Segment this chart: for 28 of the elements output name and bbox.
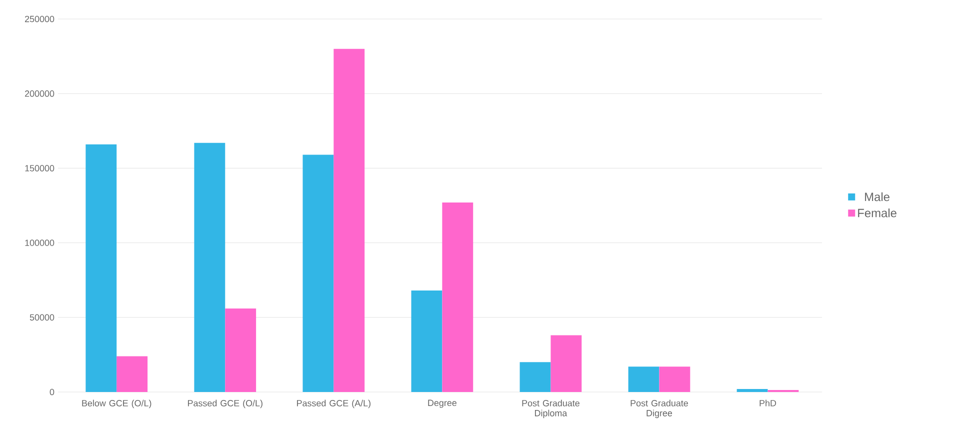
bar [225, 308, 256, 392]
bar [550, 335, 582, 392]
bar [659, 366, 690, 392]
x-tick-label: Post Graduate Diploma [522, 400, 580, 418]
bar [520, 362, 551, 392]
y-tick-label: 100000 [25, 240, 54, 246]
bar [736, 389, 768, 392]
y-tick-label: 50000 [30, 314, 54, 321]
x-tick-label: Below GCE (O/L) [82, 400, 152, 408]
x-tick-label: PhD [760, 400, 776, 406]
bar [116, 356, 148, 392]
x-tick-label: Passed GCE (O/L) [188, 400, 262, 408]
x-tick-label: Post Graduate Digree [630, 400, 688, 418]
bar [194, 142, 226, 392]
bar [302, 154, 334, 392]
legend-label: Female [858, 208, 896, 218]
x-tick-label: Passed GCE (A/L) [297, 400, 370, 408]
bar [86, 144, 117, 392]
y-tick-label: 250000 [25, 16, 54, 22]
bar [334, 48, 365, 392]
x-tick-label: Degree [428, 400, 456, 408]
bar [411, 290, 442, 392]
y-tick-label: 200000 [25, 90, 54, 97]
legend-label: Male [865, 192, 890, 202]
y-tick-label: 150000 [25, 165, 54, 172]
bar [442, 202, 474, 392]
bar [628, 366, 660, 392]
y-tick-label: 0 [50, 388, 54, 396]
